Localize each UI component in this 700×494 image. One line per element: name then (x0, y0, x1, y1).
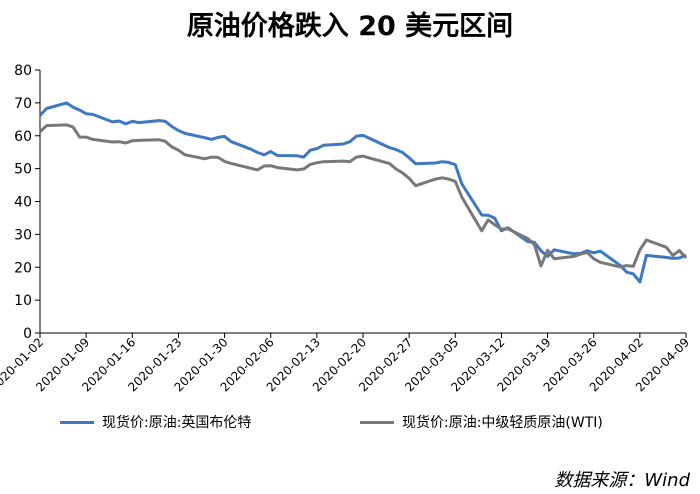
series-lines (38, 101, 688, 284)
y-tick-label: 60 (14, 129, 32, 145)
legend-swatch-wti (360, 420, 394, 424)
chart-title: 原油价格跌入 20 美元区间 (186, 11, 514, 42)
series-line-wti (38, 123, 688, 269)
axes (35, 69, 687, 338)
y-tick-label: 10 (14, 293, 32, 309)
legend-item-brent: 现货价:原油:英国布伦特 (60, 412, 251, 432)
x-axis-tick-labels: 2020-01-022020-01-092020-01-162020-01-23… (0, 335, 692, 394)
legend-label-wti: 现货价:原油:中级轻质原油(WTI) (402, 415, 603, 431)
legend-item-wti: 现货价:原油:中级轻质原油(WTI) (360, 412, 603, 432)
y-tick-label: 40 (14, 195, 32, 211)
legend-swatch-brent (60, 420, 94, 424)
y-tick-label: 70 (14, 96, 32, 112)
y-tick-label: 0 (23, 326, 32, 342)
y-tick-label: 50 (14, 162, 32, 178)
y-tick-label: 30 (14, 227, 32, 243)
y-tick-label: 80 (14, 63, 32, 79)
legend-label-brent: 现货价:原油:英国布伦特 (102, 415, 252, 431)
y-axis-tick-labels: 0 10 20 30 40 50 60 70 80 (14, 63, 32, 342)
data-source-note: 数据来源：Wind (554, 470, 690, 491)
y-tick-label: 20 (14, 260, 32, 276)
